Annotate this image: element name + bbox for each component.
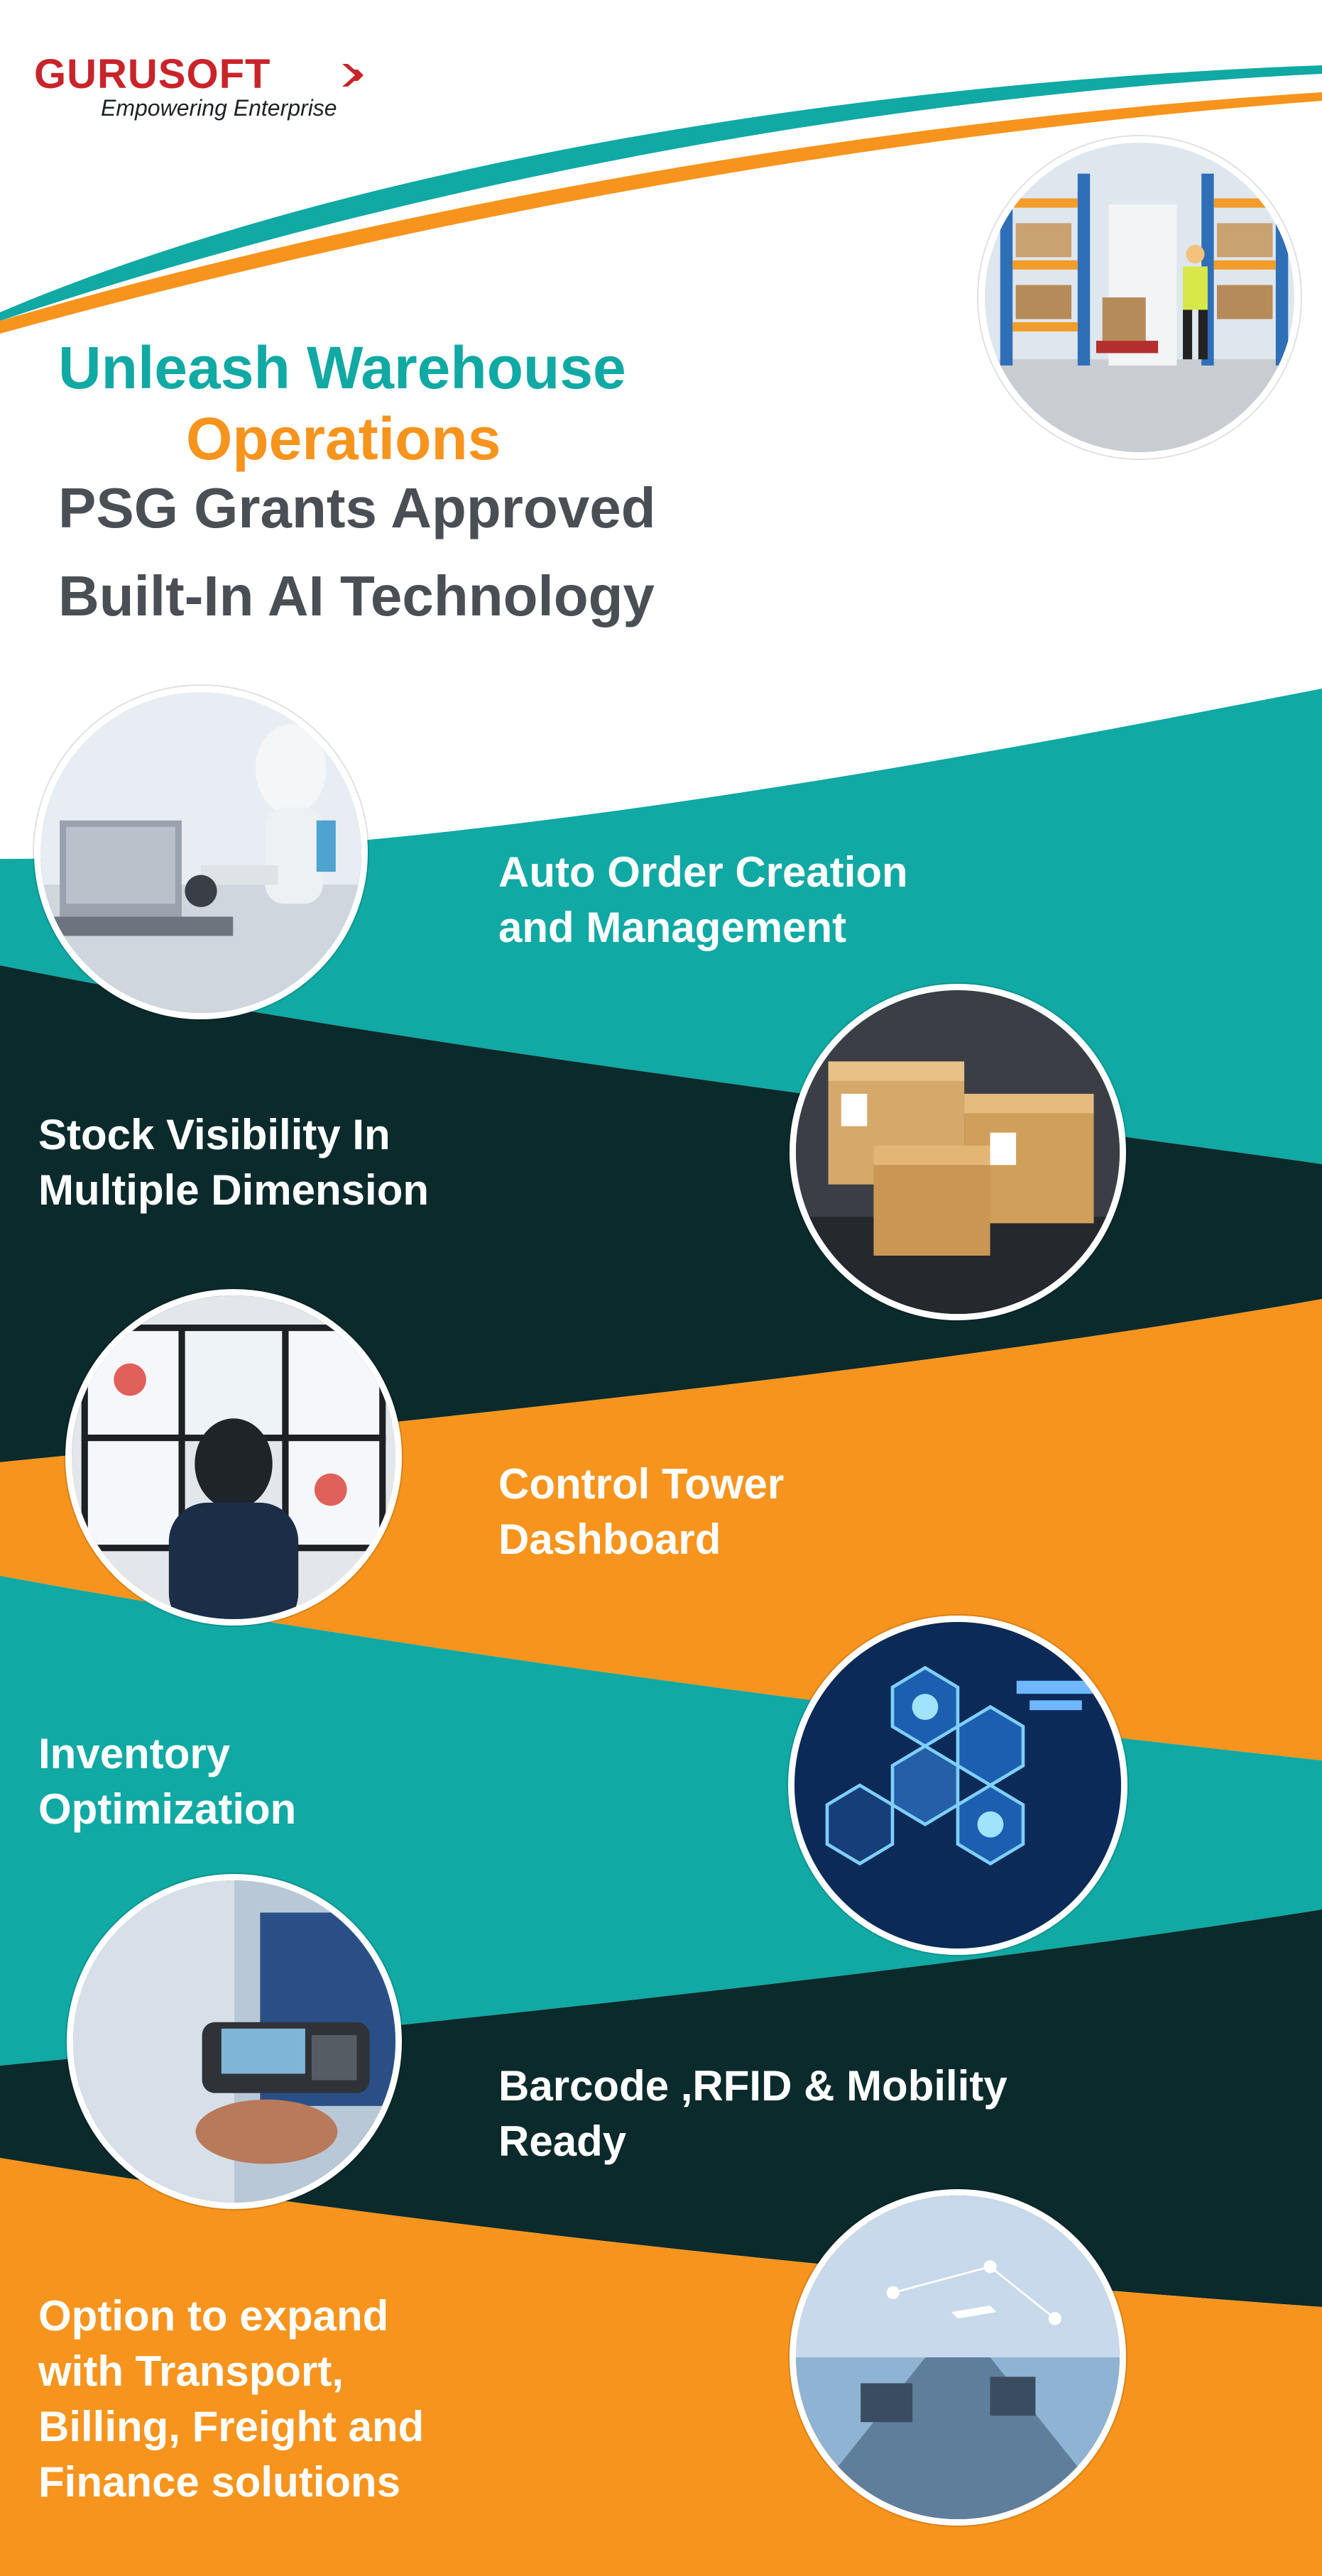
headline-line-4: Built-In AI Technology [58,564,655,627]
headline-line-1: Unleash Warehouse [58,334,626,401]
feature-text-1: Auto Order Creation and Management [498,848,908,951]
brand-name: GURUSOFT [34,51,271,97]
parcel-boxes-photo-icon [790,984,1126,1320]
brand-chevron-icon [342,64,364,87]
headline-line-2: Operations [186,405,501,472]
barcode-scanner-photo-icon [67,1874,402,2209]
headline-line-3: PSG Grants Approved [58,476,656,539]
feature-text-3: Control Tower Dashboard [498,1460,785,1563]
optimization-hexagon-photo-icon [788,1616,1127,1955]
feature-text-4: Inventory Optimization [38,1730,297,1833]
warehouse-worker-photo-icon [978,136,1301,459]
feature-text-2: Stock Visibility In Multiple Dimension [38,1111,430,1214]
transport-logistics-photo-icon [790,2189,1126,2526]
brand-logo: GURUSOFT Empowering Enterprise [34,50,403,128]
control-room-photo-icon [65,1289,402,1626]
brand-tagline: Empowering Enterprise [101,95,337,121]
feature-text-5: Barcode ,RFID & Mobility Ready [498,2062,1007,2165]
robot-laptop-photo-icon [34,686,368,1019]
feature-text-6: Option to expand with Transport, Billing… [38,2292,425,2506]
